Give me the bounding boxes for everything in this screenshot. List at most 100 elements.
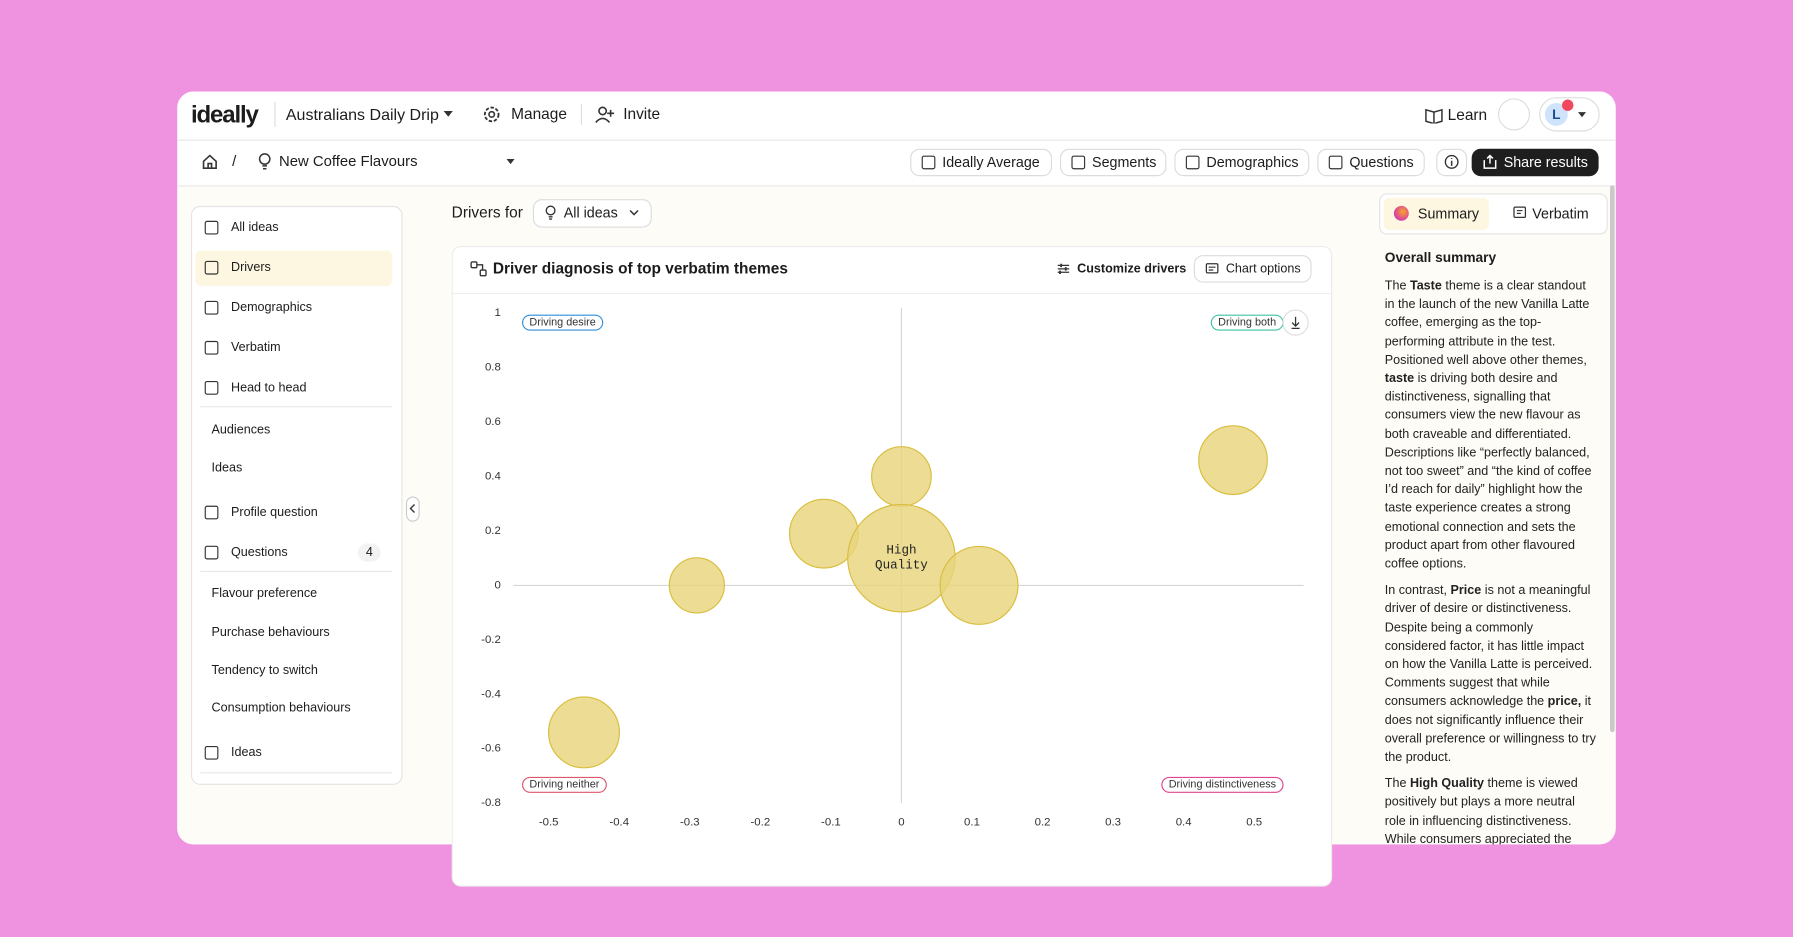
toolbar-button[interactable] xyxy=(1174,148,1310,177)
bold-text: Taste xyxy=(1409,279,1442,293)
sidebar-item[interactable]: Drivers xyxy=(230,260,271,275)
bubble xyxy=(1198,425,1268,496)
sidebar-item[interactable]: Questions xyxy=(230,545,288,560)
sidebar-item[interactable]: Verbatim xyxy=(230,340,281,355)
bold-text: High Quality xyxy=(1409,777,1485,791)
summary-heading: Overall summary xyxy=(1384,249,1497,266)
customize-drivers[interactable]: Customize drivers xyxy=(1077,261,1187,276)
nav-divider xyxy=(580,104,583,125)
sidebar-subitem[interactable]: Consumption behaviours xyxy=(211,701,351,716)
toolbar-button-label[interactable]: Segments xyxy=(1092,154,1157,171)
nav-manage[interactable]: Manage xyxy=(511,105,567,123)
bold-text: price, xyxy=(1547,694,1582,709)
page-name[interactable]: New Coffee Flavours xyxy=(279,152,418,170)
scrollbar[interactable] xyxy=(1610,185,1615,733)
sidebar-item[interactable]: Ideas xyxy=(230,745,262,760)
toolbar-button-label[interactable]: Demographics xyxy=(1206,154,1299,171)
logo: ideally xyxy=(190,101,259,129)
toolbar-button[interactable] xyxy=(910,148,1053,177)
sidebar-subitem[interactable]: Audiences xyxy=(211,423,271,438)
sidebar-subitem[interactable]: Ideas xyxy=(211,461,243,475)
bubble xyxy=(939,545,1019,625)
x-tick-label: -0.1 xyxy=(821,817,841,829)
book-icon xyxy=(1425,108,1443,124)
item-icon xyxy=(204,260,219,275)
quadrant-label-box xyxy=(522,776,607,793)
sidebar-subitem[interactable]: Flavour preference xyxy=(211,586,318,601)
quadrant-label: Driving desire xyxy=(529,317,595,329)
sidebar-divider xyxy=(200,772,393,774)
download-icon xyxy=(1291,316,1300,329)
sidebar-subitem[interactable]: Tendency to switch xyxy=(211,663,318,678)
chart-options-label[interactable]: Chart options xyxy=(1225,261,1301,276)
bubble xyxy=(668,557,725,614)
text: The xyxy=(1384,777,1410,791)
text: is not a meaningful driver of desire or … xyxy=(1384,583,1593,709)
summary-scroll: The Taste theme is a clear standout in t… xyxy=(1385,277,1598,844)
nav-invite[interactable]: Invite xyxy=(623,105,661,123)
avatar-menu[interactable] xyxy=(1539,97,1600,132)
collapse-button[interactable] xyxy=(405,496,420,522)
info-icon xyxy=(1444,154,1459,169)
chart-options-icon xyxy=(1205,263,1219,274)
toolbar-button[interactable] xyxy=(1060,148,1167,177)
x-tick-label: 0.2 xyxy=(1035,817,1051,829)
question-count: 4 xyxy=(365,545,373,560)
quadrant-label: Driving both xyxy=(1218,317,1276,329)
chart-header-divider xyxy=(452,292,1332,295)
toolbar-button[interactable] xyxy=(1317,148,1425,177)
y-tick-label: -0.6 xyxy=(481,743,501,755)
sidebar-subitem[interactable]: Purchase behaviours xyxy=(211,625,330,640)
sidebar-item[interactable]: Head to head xyxy=(230,380,307,395)
share-label[interactable]: Share results xyxy=(1503,154,1588,171)
chevron-icon xyxy=(629,209,639,216)
sidebar-divider xyxy=(200,570,393,573)
chart-options-button[interactable] xyxy=(1193,255,1312,283)
item-icon xyxy=(204,505,219,520)
bubble xyxy=(871,446,932,507)
filter-value[interactable]: All ideas xyxy=(563,204,618,221)
x-tick-label: 0.5 xyxy=(1246,817,1262,829)
sidebar-item[interactable]: All ideas xyxy=(230,220,279,235)
toolbar-button-label[interactable]: Ideally Average xyxy=(942,154,1040,171)
item-icon xyxy=(204,380,219,395)
chevron-icon xyxy=(409,504,416,514)
drivers-icon xyxy=(470,261,487,277)
sidebar-divider xyxy=(200,406,393,408)
info-button[interactable] xyxy=(1436,148,1468,177)
y-tick-label: 0.2 xyxy=(485,525,501,537)
x-tick-label: 0.4 xyxy=(1176,817,1193,829)
share-button[interactable] xyxy=(1471,148,1599,177)
bubble-chart: 1 0.8 0.6 0.4 0.2 0 -0.2 -0.4 -0.6 -0.8 -0.5 -0.4 -0… xyxy=(481,307,1309,829)
active-item-highlight xyxy=(195,250,393,287)
sidebar-item[interactable]: Profile question xyxy=(230,505,318,520)
notification-dot xyxy=(1562,99,1574,111)
quadrant-label-box xyxy=(522,314,604,331)
item-icon xyxy=(204,300,219,315)
sidebar-item[interactable]: Demographics xyxy=(230,300,313,315)
y-tick-label: 0.6 xyxy=(485,416,501,428)
summary-paragraph: The Taste theme is a clear standout in t… xyxy=(1385,277,1598,574)
x-tick-label: -0.5 xyxy=(539,817,559,829)
chart-title: Driver diagnosis of top verbatim themes xyxy=(492,259,788,277)
avatar xyxy=(1544,102,1568,126)
sliders-icon xyxy=(1057,263,1070,275)
tab-summary[interactable]: Summary xyxy=(1417,205,1480,222)
item-icon xyxy=(204,220,219,235)
home-icon[interactable] xyxy=(201,153,218,170)
summary-paragraph: In contrast, Price is not a meaningful d… xyxy=(1385,581,1598,766)
y-tick-label: -0.4 xyxy=(481,688,501,700)
learn-link[interactable]: Learn xyxy=(1447,106,1488,124)
account-button[interactable] xyxy=(1497,98,1530,131)
project-name[interactable]: Australians Daily Drip xyxy=(285,105,439,124)
bold-text: taste xyxy=(1384,371,1415,386)
filter-label: Drivers for xyxy=(451,203,523,221)
tab-verbatim[interactable]: Verbatim xyxy=(1532,205,1589,222)
text: theme is a clear standout in the launch … xyxy=(1384,279,1590,368)
y-tick-label: -0.8 xyxy=(481,797,501,809)
item-icon xyxy=(1185,155,1200,170)
toolbar-button-label[interactable]: Questions xyxy=(1349,154,1414,171)
quadrant-label: Driving distinctiveness xyxy=(1169,779,1277,791)
gear-icon xyxy=(483,106,500,123)
summary-text: The Taste theme is a clear standout in t… xyxy=(1385,277,1598,844)
